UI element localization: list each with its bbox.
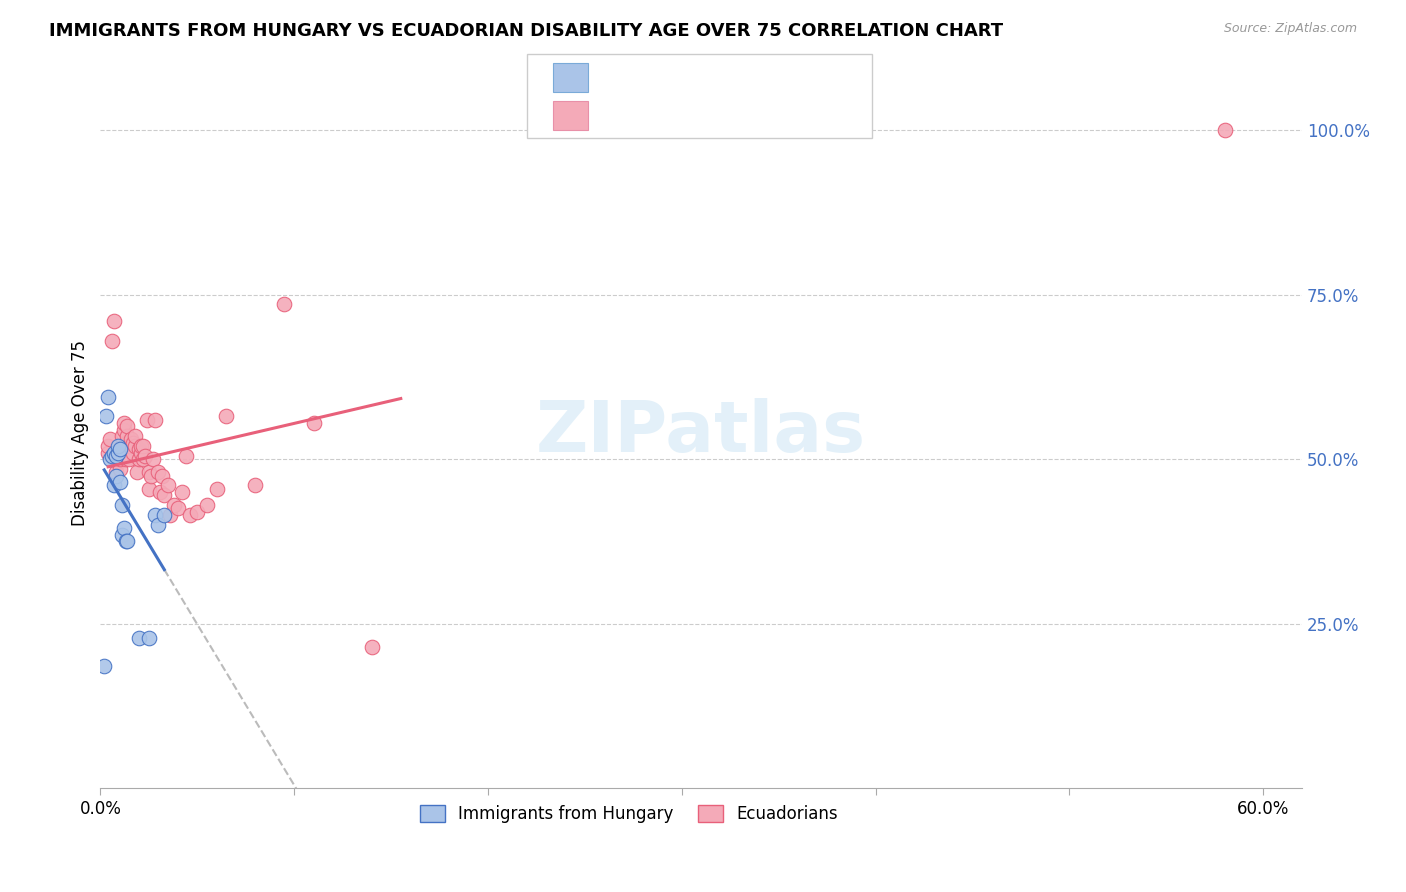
Point bbox=[159, 508, 181, 522]
Point bbox=[108, 475, 131, 490]
Point bbox=[129, 439, 152, 453]
Point bbox=[107, 439, 129, 453]
Point bbox=[163, 498, 186, 512]
Point bbox=[103, 452, 125, 467]
Point bbox=[112, 423, 135, 437]
Point bbox=[117, 534, 139, 549]
Point bbox=[148, 465, 170, 479]
Point bbox=[134, 449, 156, 463]
Text: R =: R = bbox=[602, 65, 640, 83]
Point bbox=[174, 449, 197, 463]
Point bbox=[108, 462, 131, 476]
Point bbox=[149, 485, 172, 500]
Text: N =: N = bbox=[707, 65, 756, 83]
Point bbox=[143, 508, 166, 522]
Point bbox=[273, 297, 295, 311]
Point bbox=[142, 452, 165, 467]
Point bbox=[153, 508, 176, 522]
Text: 60: 60 bbox=[759, 106, 782, 124]
Point bbox=[97, 445, 120, 459]
Point bbox=[107, 445, 129, 459]
Point bbox=[139, 468, 162, 483]
Point bbox=[112, 416, 135, 430]
Point bbox=[108, 452, 131, 467]
Point bbox=[114, 534, 136, 549]
Point bbox=[120, 433, 142, 447]
Point bbox=[107, 455, 129, 469]
Point bbox=[170, 485, 193, 500]
Text: R =: R = bbox=[602, 106, 640, 124]
Point bbox=[122, 445, 145, 459]
Point bbox=[153, 488, 176, 502]
Point bbox=[128, 442, 150, 457]
Point bbox=[124, 429, 146, 443]
Point bbox=[135, 412, 157, 426]
Point bbox=[167, 501, 190, 516]
Point bbox=[114, 452, 136, 467]
Point bbox=[101, 334, 124, 348]
Point bbox=[132, 452, 155, 467]
Point bbox=[128, 631, 150, 645]
Point bbox=[93, 659, 115, 673]
Point bbox=[132, 439, 155, 453]
Point bbox=[103, 478, 125, 492]
Point bbox=[117, 429, 139, 443]
Point bbox=[97, 439, 120, 453]
Text: 0.405: 0.405 bbox=[644, 106, 699, 124]
Point bbox=[186, 505, 208, 519]
Point bbox=[138, 482, 160, 496]
Point bbox=[138, 631, 160, 645]
Point bbox=[122, 435, 145, 450]
Point bbox=[118, 452, 141, 467]
Point bbox=[118, 439, 141, 453]
Point bbox=[215, 409, 238, 424]
Point bbox=[111, 429, 134, 443]
Point bbox=[98, 452, 121, 467]
Point bbox=[101, 449, 124, 463]
Point bbox=[124, 439, 146, 453]
Point bbox=[179, 508, 201, 522]
Point bbox=[112, 521, 135, 535]
Point bbox=[107, 445, 129, 459]
Point bbox=[117, 419, 139, 434]
Point bbox=[114, 435, 136, 450]
Point bbox=[302, 416, 325, 430]
Point bbox=[104, 449, 127, 463]
Text: IMMIGRANTS FROM HUNGARY VS ECUADORIAN DISABILITY AGE OVER 75 CORRELATION CHART: IMMIGRANTS FROM HUNGARY VS ECUADORIAN DI… bbox=[49, 22, 1004, 40]
Point bbox=[111, 528, 134, 542]
Point bbox=[129, 445, 152, 459]
Point bbox=[98, 433, 121, 447]
Legend: Immigrants from Hungary, Ecuadorians: Immigrants from Hungary, Ecuadorians bbox=[413, 798, 845, 830]
Point bbox=[97, 390, 120, 404]
Point bbox=[108, 442, 131, 457]
Point bbox=[128, 452, 150, 467]
Point bbox=[111, 498, 134, 512]
Point bbox=[245, 478, 267, 492]
Text: Source: ZipAtlas.com: Source: ZipAtlas.com bbox=[1223, 22, 1357, 36]
Y-axis label: Disability Age Over 75: Disability Age Over 75 bbox=[72, 340, 89, 525]
Point bbox=[127, 465, 149, 479]
Point bbox=[195, 498, 218, 512]
Text: 23: 23 bbox=[759, 65, 782, 83]
Point bbox=[143, 412, 166, 426]
Text: -0.382: -0.382 bbox=[644, 65, 700, 83]
Point bbox=[104, 465, 127, 479]
Point bbox=[157, 478, 180, 492]
Point bbox=[96, 409, 118, 424]
Point bbox=[150, 468, 173, 483]
Point bbox=[1213, 123, 1236, 137]
Point bbox=[205, 482, 228, 496]
Text: ZIPatlas: ZIPatlas bbox=[536, 399, 866, 467]
Point bbox=[111, 439, 134, 453]
Point bbox=[104, 468, 127, 483]
Text: N =: N = bbox=[707, 106, 756, 124]
Point bbox=[148, 518, 170, 533]
Point bbox=[103, 314, 125, 328]
Point bbox=[138, 465, 160, 479]
Point bbox=[103, 445, 125, 459]
Point bbox=[360, 640, 382, 654]
